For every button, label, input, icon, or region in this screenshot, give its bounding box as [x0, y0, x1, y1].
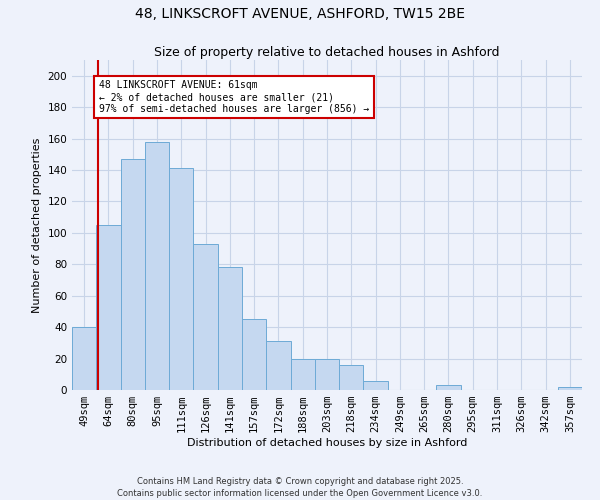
Bar [339, 365, 364, 390]
Title: Size of property relative to detached houses in Ashford: Size of property relative to detached ho… [154, 46, 500, 59]
Y-axis label: Number of detached properties: Number of detached properties [32, 138, 42, 312]
Bar [242, 320, 266, 390]
X-axis label: Distribution of detached houses by size in Ashford: Distribution of detached houses by size … [187, 438, 467, 448]
Bar [364, 380, 388, 390]
Text: Contains HM Land Registry data © Crown copyright and database right 2025.
Contai: Contains HM Land Registry data © Crown c… [118, 476, 482, 498]
Bar [266, 342, 290, 390]
Bar [315, 358, 339, 390]
Bar [558, 387, 582, 390]
Bar [193, 244, 218, 390]
Bar [290, 358, 315, 390]
Bar [121, 159, 145, 390]
Bar [218, 268, 242, 390]
Bar [72, 327, 96, 390]
Bar [436, 386, 461, 390]
Text: 48, LINKSCROFT AVENUE, ASHFORD, TW15 2BE: 48, LINKSCROFT AVENUE, ASHFORD, TW15 2BE [135, 8, 465, 22]
Bar [96, 225, 121, 390]
Bar [169, 168, 193, 390]
Text: 48 LINKSCROFT AVENUE: 61sqm
← 2% of detached houses are smaller (21)
97% of semi: 48 LINKSCROFT AVENUE: 61sqm ← 2% of deta… [99, 80, 370, 114]
Bar [145, 142, 169, 390]
